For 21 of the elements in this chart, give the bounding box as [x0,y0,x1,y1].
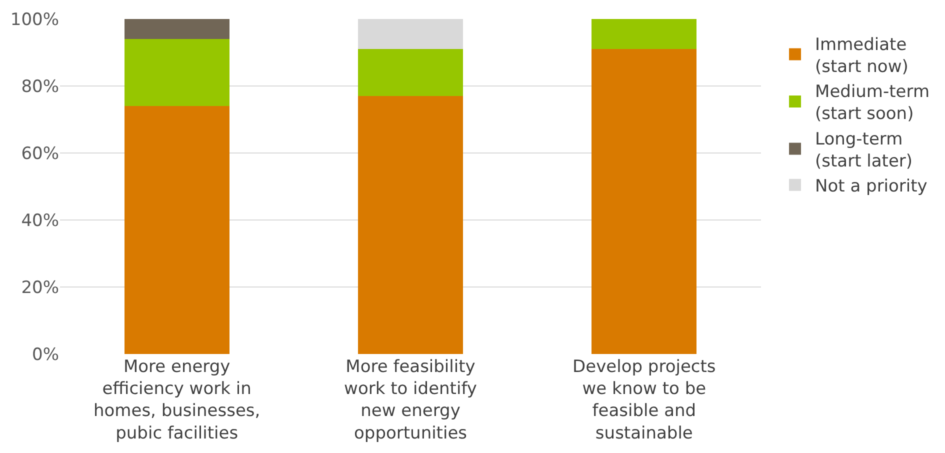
bar [358,96,464,354]
x-tick-label: More energy efficiency work in homes, businesses, pubic facilities [93,357,260,444]
y-tick-label: 100% [10,10,59,30]
y-tick-label: 0% [32,344,59,365]
y-tick-label: 60% [21,144,59,164]
bar [124,106,230,354]
bar [592,49,697,354]
legend-label: Immediate (start now) [815,34,908,77]
legend-label: Long-term (start later) [815,129,913,172]
bar [358,49,464,96]
bar [124,39,230,106]
bar [358,19,464,50]
y-tick-label: 20% [21,278,59,298]
y-tick-label: 40% [21,210,59,231]
bar [124,19,230,40]
x-tick-label: More feasibility work to identify new energy opportunities [344,357,477,444]
y-tick-label: 80% [21,76,59,97]
bar [592,19,697,50]
x-tick-label: Develop projects we know to be feasible and sustainable [572,357,716,444]
legend-label: Not a priority [815,176,928,196]
legend-label: Medium-term (start soon) [815,82,930,124]
